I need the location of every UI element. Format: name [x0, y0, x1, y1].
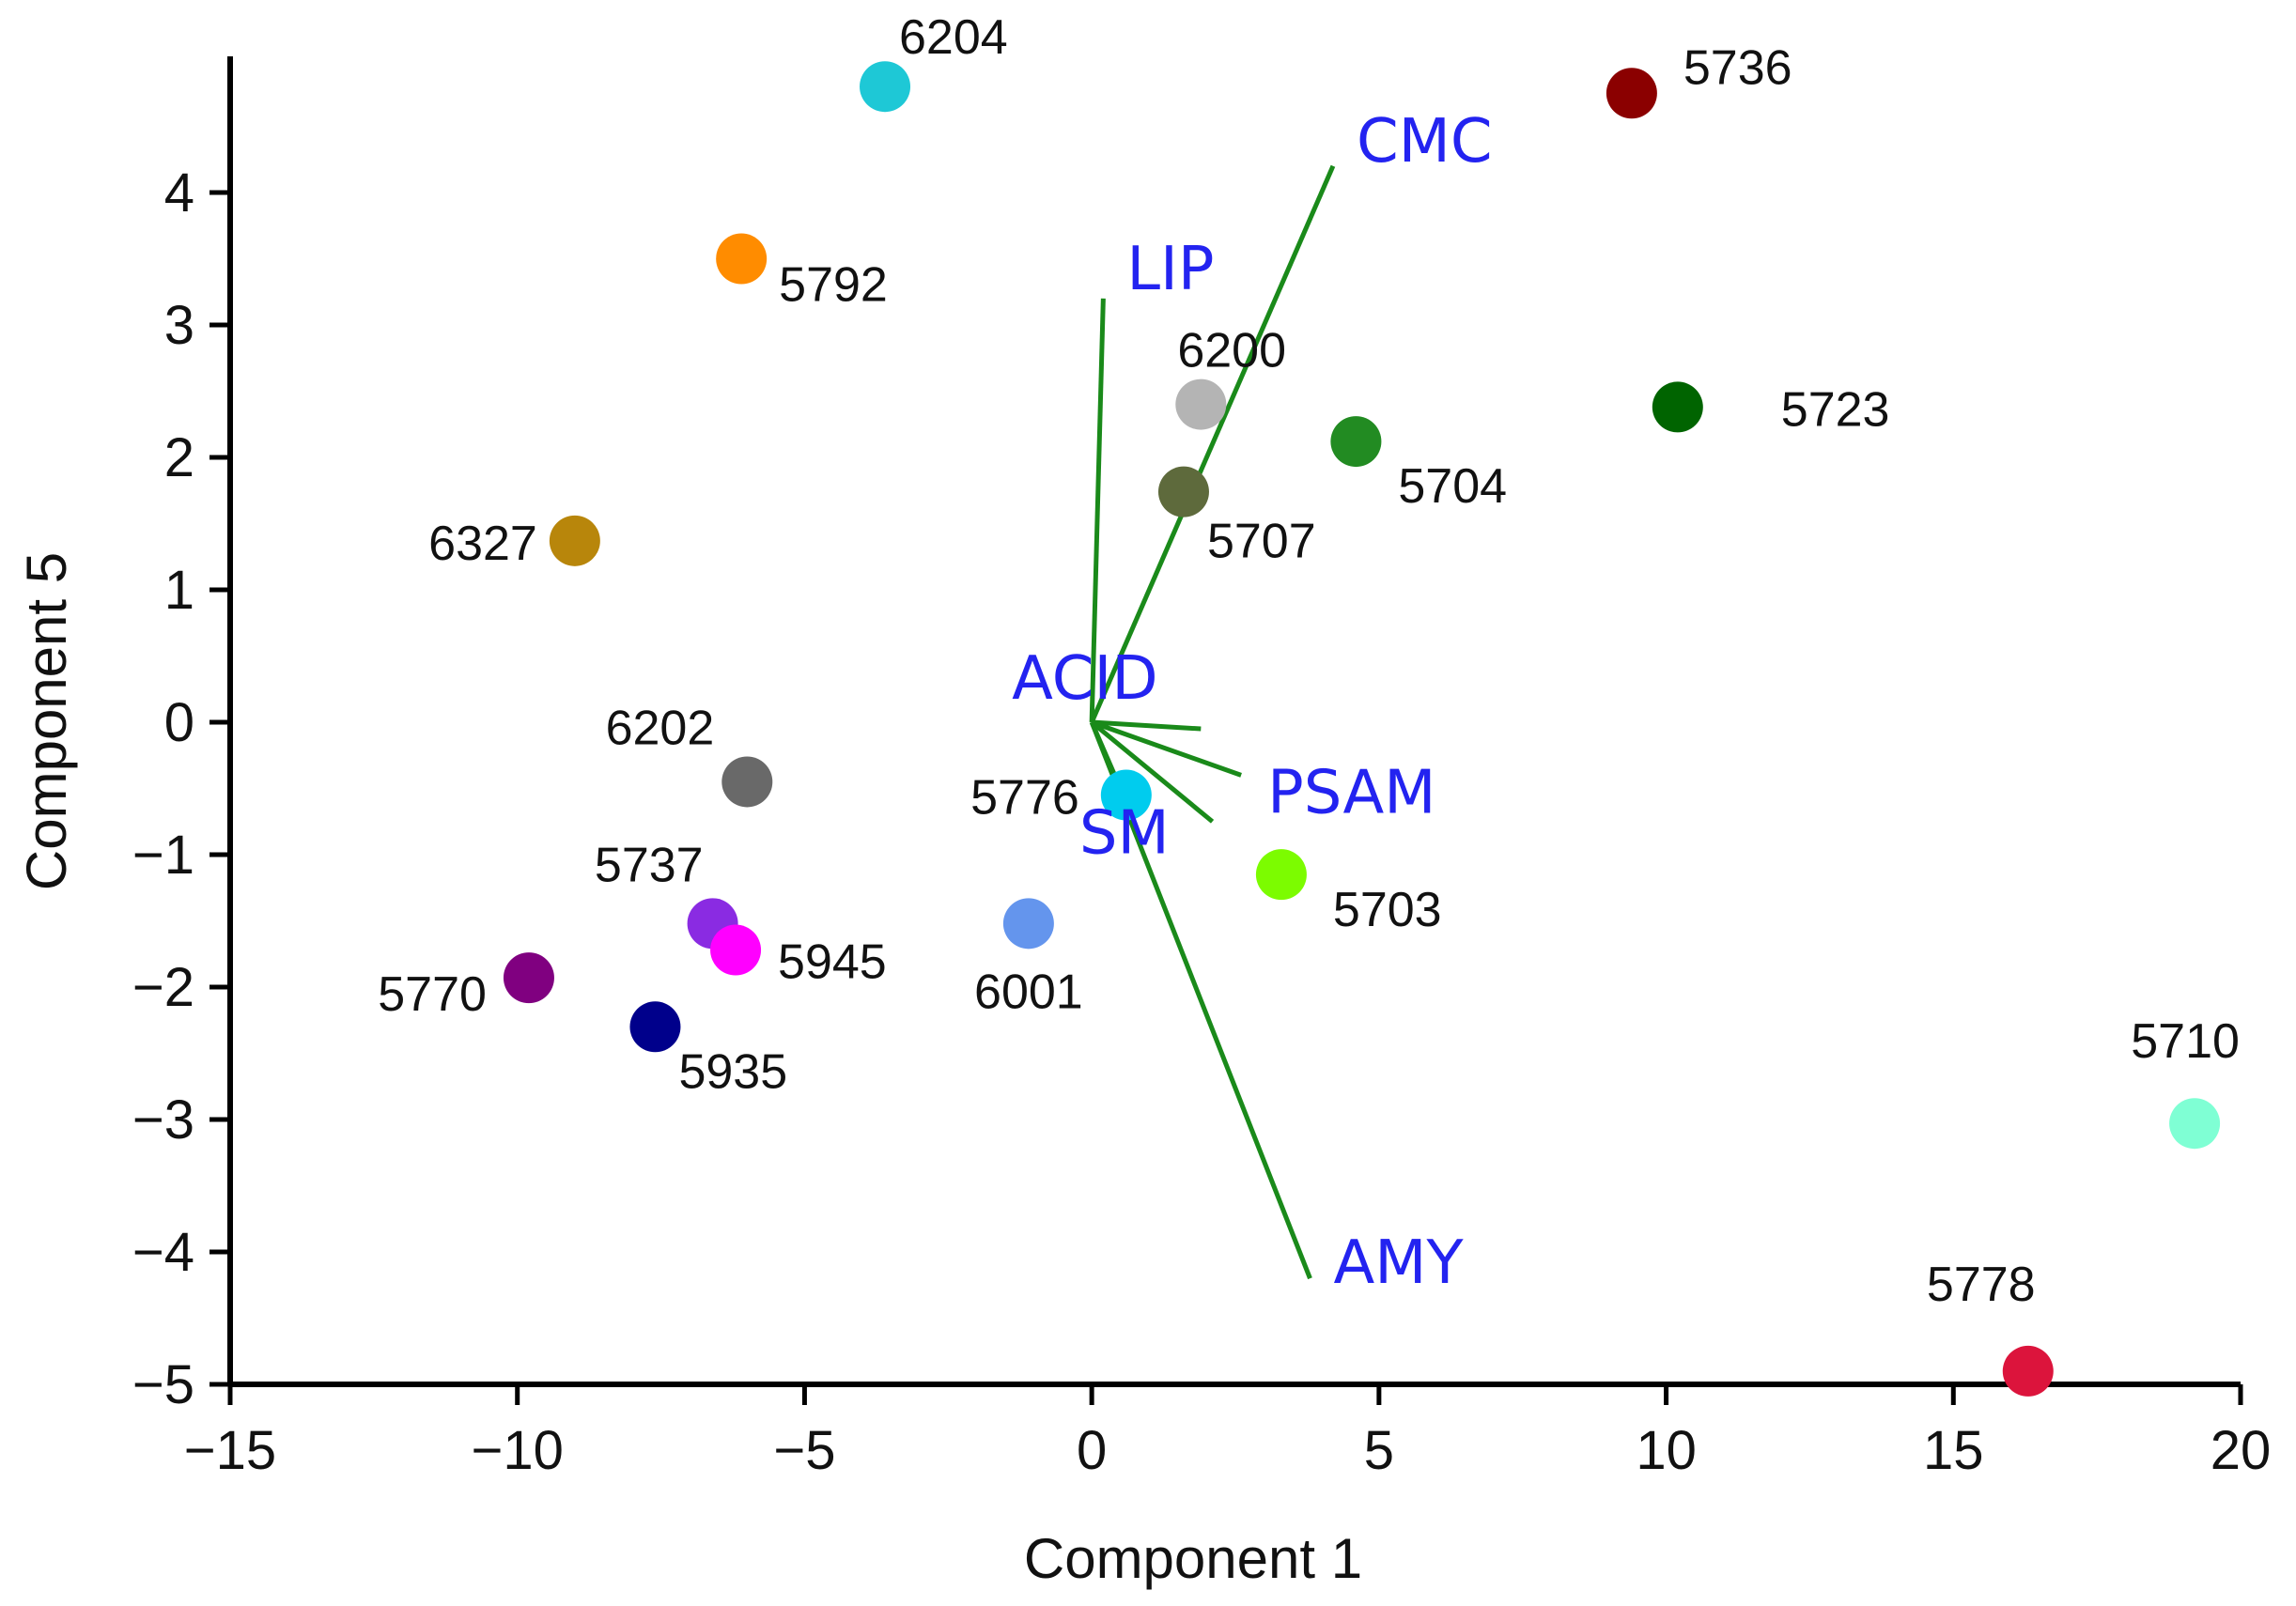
- point-label-5710: 5710: [2131, 1014, 2240, 1069]
- point-label-5945: 5945: [778, 935, 887, 990]
- vector-line: [1089, 298, 1106, 723]
- y-tick-label: −3: [132, 1089, 194, 1150]
- vector-label-psam: PSAM: [1267, 758, 1435, 827]
- x-tick-label: 10: [1636, 1420, 1697, 1481]
- point-label-5770: 5770: [378, 967, 487, 1022]
- y-tick-label: 3: [164, 295, 194, 356]
- x-tick-label: −15: [184, 1420, 276, 1481]
- point-label-6001: 6001: [974, 965, 1083, 1019]
- vector-line: [1091, 719, 1242, 778]
- data-point-5710: [2169, 1098, 2221, 1150]
- x-tick-label: 20: [2211, 1420, 2272, 1481]
- y-tick-label: 0: [164, 692, 194, 753]
- y-tick-label: 2: [164, 427, 194, 488]
- point-label-6204: 6204: [899, 10, 1008, 65]
- y-tick-label: −4: [132, 1222, 194, 1283]
- data-point-5792: [716, 233, 768, 285]
- data-point-5707: [1157, 466, 1209, 517]
- data-point-5723: [1652, 381, 1703, 433]
- vector-label-sm: SM: [1079, 799, 1170, 869]
- y-tick-label: 1: [164, 560, 194, 621]
- point-label-5704: 5704: [1398, 459, 1507, 514]
- point-label-5778: 5778: [1927, 1258, 2036, 1312]
- data-point-5945: [710, 924, 762, 976]
- data-point-6327: [549, 515, 600, 566]
- x-tick-label: 0: [1077, 1420, 1107, 1481]
- data-point-6202: [721, 756, 773, 808]
- data-point-6204: [860, 61, 911, 113]
- y-axis-title: Component 5: [15, 552, 78, 890]
- data-point-5935: [629, 1001, 681, 1053]
- data-point-5776: [1100, 769, 1152, 821]
- vector-label-acid: ACID: [1012, 644, 1158, 714]
- x-tick-label: 5: [1364, 1420, 1394, 1481]
- y-tick-label: −1: [132, 825, 194, 886]
- data-point-5703: [1255, 849, 1307, 901]
- point-label-5703: 5703: [1333, 883, 1442, 937]
- y-tick-label: 4: [164, 162, 194, 224]
- point-label-5935: 5935: [678, 1044, 787, 1099]
- vector-label-cmc: CMC: [1357, 107, 1493, 177]
- x-tick-label: 15: [1923, 1420, 1984, 1481]
- vector-line: [1090, 720, 1215, 824]
- vector-line: [1091, 719, 1202, 732]
- y-tick-label: −2: [132, 957, 194, 1018]
- data-point-5778: [2002, 1345, 2054, 1397]
- data-point-5704: [1330, 416, 1382, 468]
- point-labels: 6204 5736 5792 6200 5704 5723 5707 6327 6202 5776…: [378, 10, 2240, 1312]
- x-tick-label: −5: [773, 1420, 835, 1481]
- vector-line: [1089, 164, 1336, 723]
- point-label-5736: 5736: [1683, 40, 1792, 95]
- vector-label-amy: AMY: [1333, 1228, 1464, 1298]
- point-label-5723: 5723: [1781, 382, 1890, 437]
- data-point-6001: [1002, 898, 1054, 950]
- point-label-5737: 5737: [595, 838, 704, 892]
- score-points: [503, 61, 2221, 1397]
- point-label-6202: 6202: [606, 701, 715, 755]
- data-point-5736: [1606, 68, 1657, 119]
- point-label-5707: 5707: [1207, 515, 1316, 569]
- y-tick-label: −5: [132, 1354, 194, 1415]
- data-point-6200: [1175, 378, 1227, 430]
- point-label-6327: 6327: [428, 517, 537, 571]
- point-label-5776: 5776: [970, 771, 1079, 826]
- x-axis-title: Component 1: [1024, 1527, 1362, 1590]
- vector-label-lip: LIP: [1126, 235, 1214, 304]
- data-point-5770: [503, 952, 554, 1004]
- point-label-6200: 6200: [1177, 324, 1286, 378]
- point-label-5792: 5792: [779, 258, 888, 313]
- x-tick-label: −10: [472, 1420, 564, 1481]
